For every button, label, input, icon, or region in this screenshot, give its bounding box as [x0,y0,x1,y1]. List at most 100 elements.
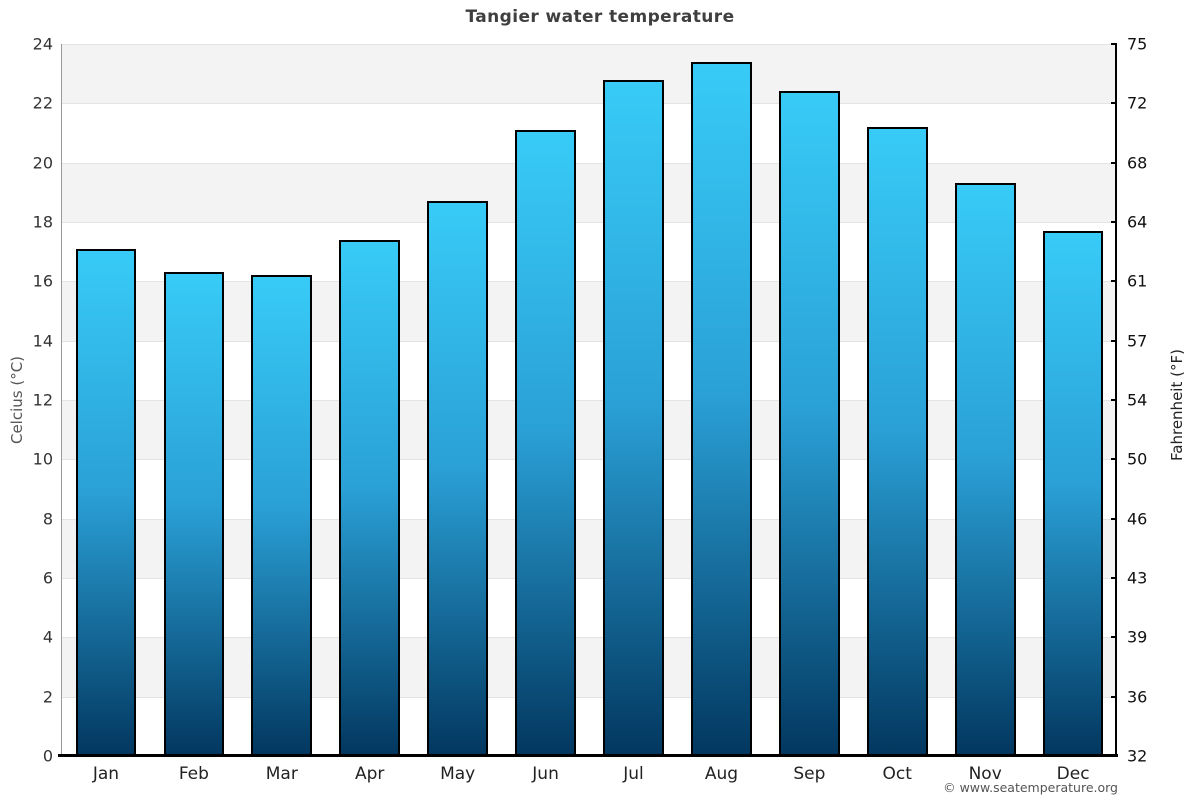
gridline [62,696,1117,698]
celsius-tick-label: 0 [42,746,53,766]
fahrenheit-tick-label: 46 [1127,509,1148,529]
fahrenheit-tick-mark [1111,339,1117,342]
fahrenheit-tick-mark [1111,280,1117,283]
celsius-tick-label: 10 [32,449,53,469]
fahrenheit-tick-label: 39 [1127,627,1148,647]
fahrenheit-tick-mark [1111,577,1117,579]
grid-band [62,340,1117,400]
month-label-jan: Jan [92,764,120,784]
month-label-jul: Jul [623,764,644,784]
bar-may [427,201,488,756]
chart-title: Tangier water temperature [465,7,735,27]
celsius-tick-labels: 24 22 20 18 16 14 12 10 8 6 4 2 0 [0,35,53,766]
grid-band [62,281,1117,341]
month-label-dec: Dec [1056,764,1090,784]
fahrenheit-tick-label: 43 [1127,568,1148,588]
bar-slot-sep [765,44,853,756]
bar-slot-jan [62,44,150,756]
gridline [62,222,1117,223]
celsius-tick-label: 8 [42,509,53,529]
fahrenheit-tick-labels: 75 72 68 64 61 57 54 50 46 43 39 36 32 [1127,35,1187,766]
bars-layer [62,44,1117,756]
month-label-sep: Sep [793,764,826,784]
celsius-tick-label: 20 [32,153,53,173]
gridline [62,518,1117,520]
bar-jan [75,248,137,756]
celsius-tick-label: 24 [32,34,53,54]
grid-band [62,103,1117,163]
celsius-tick-label: 2 [42,687,53,707]
grid-band [62,637,1117,697]
fahrenheit-tick-mark [1111,43,1117,45]
x-axis-line [58,754,1118,757]
bar-apr [339,239,401,756]
plot-area [62,43,1117,757]
month-label-oct: Oct [882,764,912,784]
month-label-feb: Feb [178,764,209,784]
fahrenheit-tick-label: 68 [1127,153,1148,173]
fahrenheit-tick-label: 54 [1127,390,1148,410]
fahrenheit-tick-mark [1111,221,1117,223]
bar-dec [1042,230,1104,756]
right-axis-line [1115,44,1117,756]
bar-jul [603,79,664,756]
grid-band [62,696,1117,756]
gridline [62,44,1117,45]
grid-band [62,400,1117,460]
bar-slot-dec [1029,44,1117,756]
month-label-apr: Apr [355,764,385,784]
fahrenheit-tick-mark [1111,102,1117,105]
gridline [62,578,1117,579]
fahrenheit-tick-mark [1111,161,1117,164]
grid-band [62,162,1117,222]
bar-slot-nov [941,44,1029,756]
fahrenheit-tick-mark [1111,695,1117,698]
grid-band [62,222,1117,282]
fahrenheit-tick-mark [1111,636,1117,639]
bar-feb [163,272,225,756]
grid-band [62,44,1117,104]
bar-slot-jul [590,44,678,756]
month-label-may: May [440,764,476,784]
month-label-jun: Jun [532,764,559,784]
month-label-aug: Aug [704,764,739,784]
fahrenheit-tick-label: 50 [1127,449,1148,469]
celsius-tick-label: 22 [32,93,53,113]
celsius-tick-label: 6 [42,568,53,588]
fahrenheit-tick-label: 64 [1127,212,1148,232]
fahrenheit-tick-label: 57 [1127,331,1148,351]
fahrenheit-tick-mark [1111,399,1117,401]
bar-slot-jun [502,44,590,756]
celsius-tick-label: 12 [32,390,53,410]
bar-jun [515,130,576,756]
celsius-tick-label: 4 [42,627,53,647]
grid-band [62,518,1117,578]
bar-slot-oct [853,44,941,756]
fahrenheit-tick-label: 32 [1127,746,1148,766]
gridline [62,103,1117,105]
copyright-text: © www.seatemperature.org [943,780,1118,795]
gridline [62,162,1117,164]
bar-slot-apr [326,44,414,756]
gridline [62,400,1117,401]
x-axis-category-labels: Jan Feb Mar Apr May Jun Jul Aug Sep Oct Nov Dec [62,760,1117,788]
fahrenheit-tick-mark [1111,517,1117,520]
bar-oct [866,127,928,756]
bar-mar [251,275,313,756]
fahrenheit-tick-label: 72 [1127,93,1148,113]
bar-aug [691,61,752,756]
bar-nov [954,183,1016,756]
grid-band [62,459,1117,519]
fahrenheit-tick-label: 75 [1127,34,1148,54]
bar-slot-feb [150,44,238,756]
gridline [62,340,1117,342]
fahrenheit-tick-mark [1111,458,1117,461]
bar-slot-mar [238,44,326,756]
celsius-tick-label: 16 [32,271,53,291]
y-axis-title-fahrenheit: Fahrenheit (°F) [1168,349,1186,461]
fahrenheit-tick-label: 36 [1127,687,1148,707]
fahrenheit-tick-label: 61 [1127,271,1148,291]
left-axis-line [61,44,62,756]
gridline [62,637,1117,639]
